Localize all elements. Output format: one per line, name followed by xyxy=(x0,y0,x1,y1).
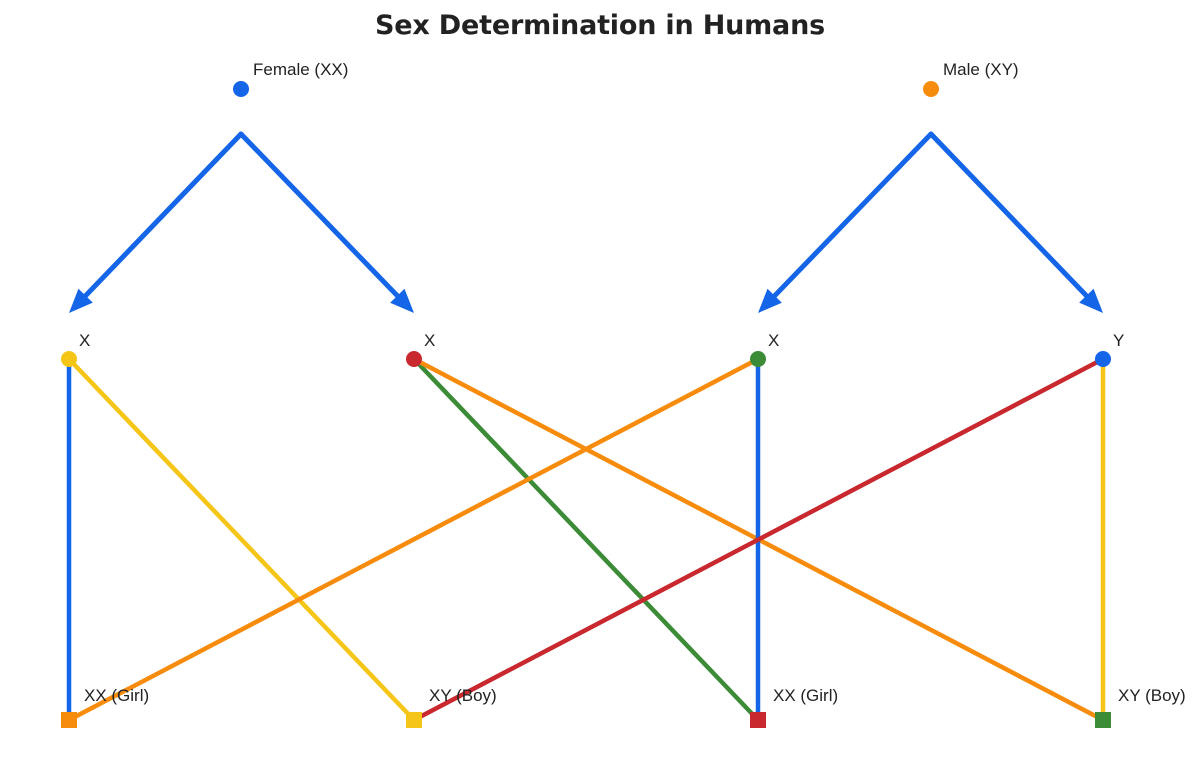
link-g2-o3 xyxy=(411,356,761,723)
gamete-arrows-layer xyxy=(69,131,1103,313)
offspring-node-o1 xyxy=(61,712,77,728)
offspring-node-o4 xyxy=(1095,712,1111,728)
gamete-label-g3: X xyxy=(768,331,779,350)
arrow-male-g3 xyxy=(758,131,934,313)
arrowhead xyxy=(758,288,782,313)
parent-node-male xyxy=(923,81,939,97)
diagram-title: Sex Determination in Humans xyxy=(375,10,825,41)
link-g4-o2 xyxy=(411,356,1106,723)
gamete-node-g2 xyxy=(406,351,422,367)
arrow-male-g4 xyxy=(928,131,1103,313)
nodes-layer xyxy=(61,81,1111,728)
gamete-node-g3 xyxy=(750,351,766,367)
labels-layer: Female (XX) Male (XY) X X X Y XX (Girl) XY (Boy… xyxy=(79,60,1186,705)
arrow-female-g2 xyxy=(238,131,414,313)
offspring-label-o4: XY (Boy) xyxy=(1118,686,1186,705)
offspring-node-o3 xyxy=(750,712,766,728)
gamete-label-g4: Y xyxy=(1113,331,1124,350)
arrow-female-g1 xyxy=(69,131,244,313)
offspring-node-o2 xyxy=(406,712,422,728)
offspring-label-o1: XX (Girl) xyxy=(84,686,149,705)
arrowhead xyxy=(1079,288,1103,313)
link-g1-o2 xyxy=(66,356,417,723)
gamete-node-g4 xyxy=(1095,351,1111,367)
offspring-label-o3: XX (Girl) xyxy=(773,686,838,705)
gamete-label-g1: X xyxy=(79,331,90,350)
parent-node-female xyxy=(233,81,249,97)
gamete-node-g1 xyxy=(61,351,77,367)
link-g3-o1 xyxy=(66,356,761,723)
offspring-links-layer xyxy=(66,356,1106,723)
gamete-label-g2: X xyxy=(424,331,435,350)
parent-label-female: Female (XX) xyxy=(253,60,348,79)
arrowhead xyxy=(390,288,414,313)
parent-label-male: Male (XY) xyxy=(943,60,1019,79)
offspring-label-o2: XY (Boy) xyxy=(429,686,497,705)
arrowhead xyxy=(69,288,93,313)
